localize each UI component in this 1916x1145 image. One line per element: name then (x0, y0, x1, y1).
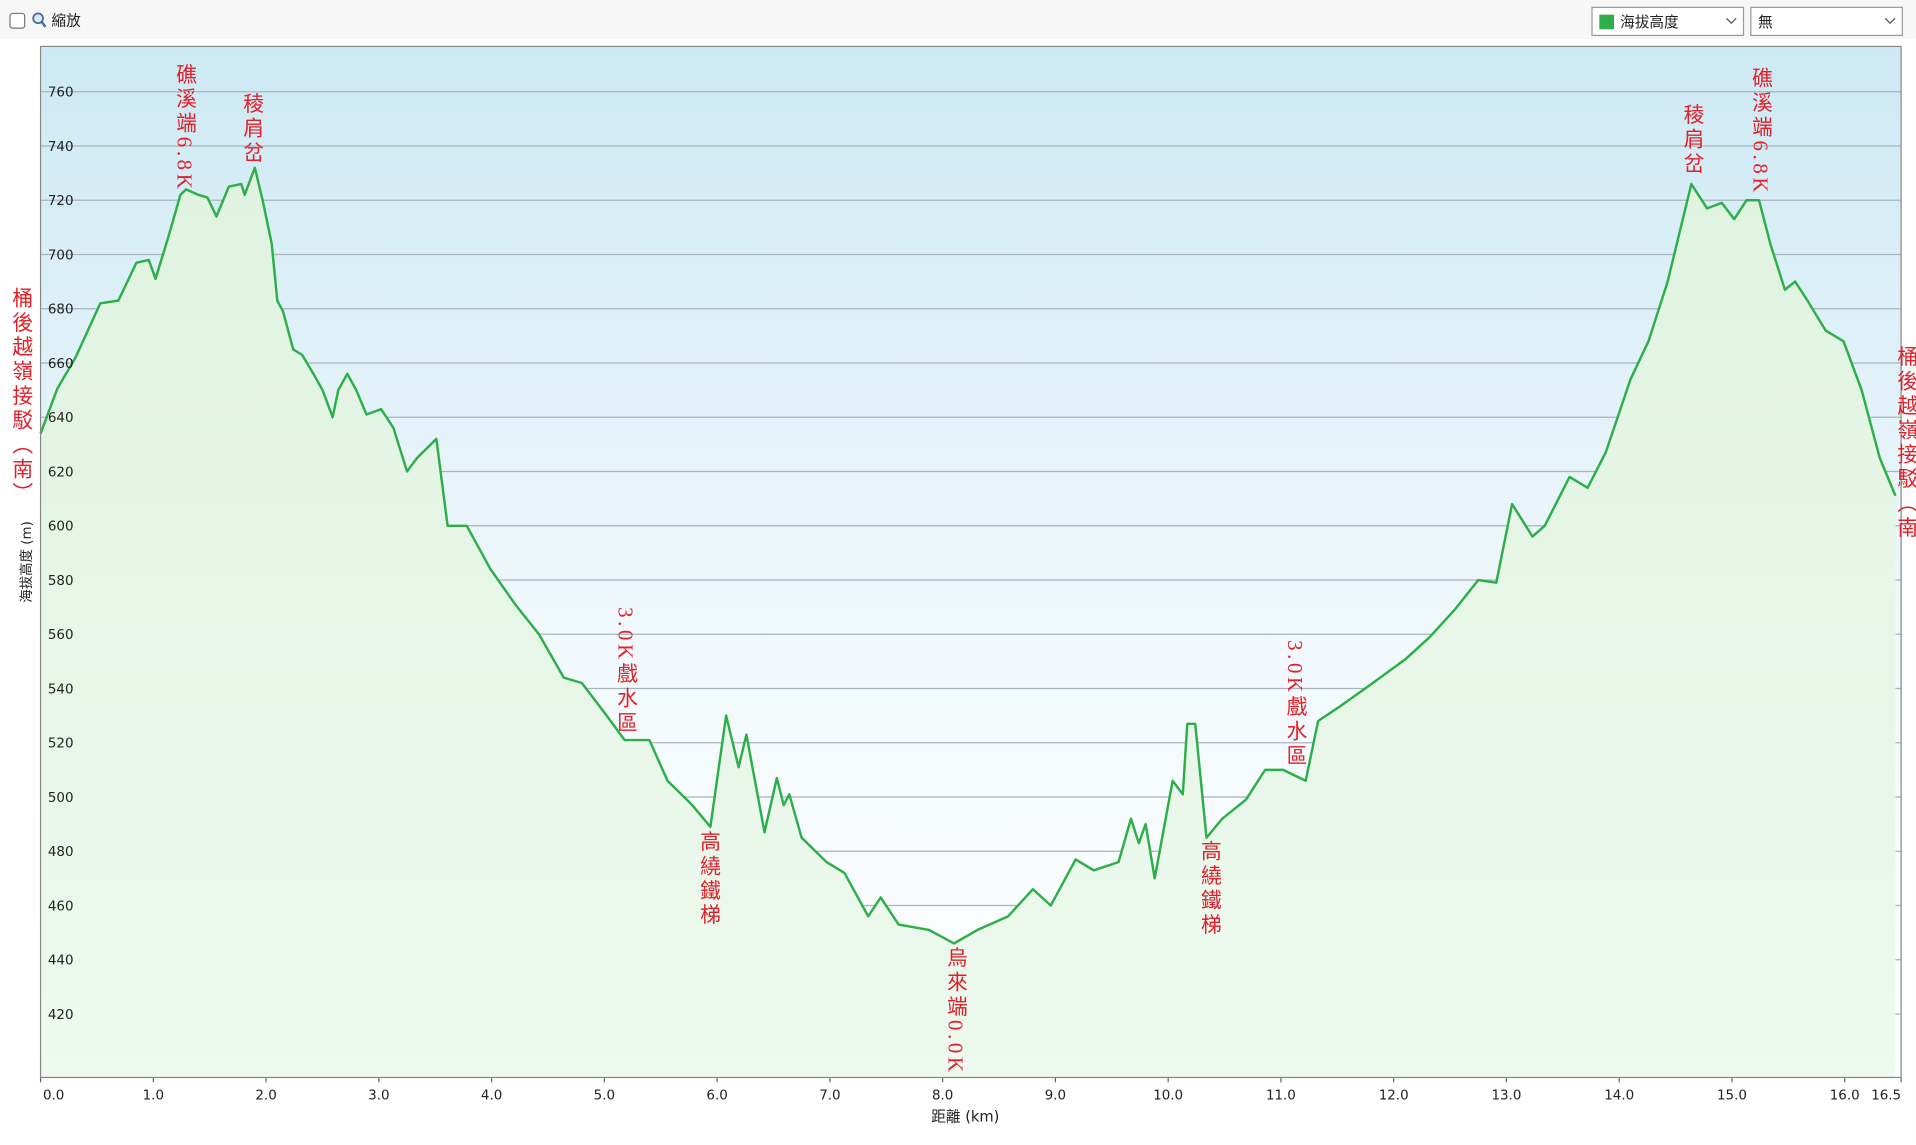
plot: 420 440 460 480 500 520 540 560 580 600 620 640 660 6… (39, 86, 1902, 1103)
compare-select-label: 無 (1758, 14, 1773, 31)
y-tick-label: 660 (48, 357, 74, 372)
x-tick-label: 9.0 (1045, 1088, 1066, 1103)
x-tick-label: 5.0 (594, 1088, 615, 1103)
y-tick-label: 600 (48, 520, 74, 535)
annotation: 桶後越嶺接駁（南） (9, 287, 33, 507)
x-tick-label: 15.0 (1717, 1088, 1747, 1103)
series-swatch (1599, 14, 1615, 30)
x-tick-label: 13.0 (1491, 1088, 1521, 1103)
y-tick-label: 720 (48, 194, 74, 209)
annotation: 礁溪端6.8K (1748, 67, 1772, 196)
y-tick-label: 540 (48, 682, 74, 697)
y-axis-label: 海拔高度 (m) (18, 521, 35, 603)
zoom-icon-handle (40, 21, 47, 28)
y-tick-label: 640 (48, 411, 74, 426)
line (39, 166, 1897, 945)
x-tick-label: 0.0 (43, 1088, 64, 1103)
y-tick-label: 420 (48, 1008, 74, 1023)
x-tick-label: 10.0 (1153, 1088, 1183, 1103)
plot-border (39, 45, 1902, 1079)
zoom-label: 縮放 (52, 13, 82, 30)
dropdown-arrow (1884, 17, 1896, 25)
x-tick-label: 11.0 (1266, 1088, 1296, 1103)
annotation: 稜肩岔 (1680, 104, 1704, 177)
x-tick-label: 6.0 (706, 1088, 727, 1103)
x-tick-label: 4.0 (481, 1088, 502, 1103)
y-tick-label: 440 (48, 954, 74, 969)
y-tick-label: 560 (48, 628, 74, 643)
x-tick-label: 7.0 (819, 1088, 840, 1103)
zoom-checkbox[interactable] (9, 12, 26, 29)
annotation: 礁溪端6.8K (172, 64, 196, 193)
annotation: 稜肩岔 (240, 93, 264, 166)
x-tick-label: 3.0 (368, 1088, 389, 1103)
annotation: 烏來端0.0K (943, 947, 967, 1076)
x-tick-label: 14.0 (1604, 1088, 1634, 1103)
x-tick-label: 8.0 (932, 1088, 953, 1103)
y-tick-label: 740 (48, 140, 74, 155)
zoom-icon (32, 12, 44, 25)
y-tick-label: 520 (48, 737, 74, 752)
y-tick-label: 480 (48, 845, 74, 860)
y-tick-label: 620 (48, 465, 74, 480)
x-tick-label: 12.0 (1379, 1088, 1409, 1103)
y-tick-label: 500 (48, 791, 74, 806)
compare-select[interactable] (1750, 6, 1903, 37)
x-axis-label: 距離 (km) (931, 1107, 999, 1125)
y-tick-label: 700 (48, 248, 74, 263)
dropdown-arrow (1725, 17, 1737, 25)
area (40, 167, 1896, 1078)
x-tick-label: 2.0 (255, 1088, 276, 1103)
y-tick-label: 760 (48, 86, 74, 101)
annotation: 高繞鐵梯 (697, 831, 721, 929)
annotation: 高繞鐵梯 (1197, 840, 1221, 938)
annotation: 3.0K戲水區 (613, 607, 637, 736)
x-tick-label: 1.0 (143, 1088, 164, 1103)
annotation: 桶後越嶺接駁（南 (1894, 346, 1916, 541)
x-tick-label: 16.5 (1871, 1088, 1901, 1103)
series-select[interactable] (1591, 6, 1745, 37)
y-tick-label: 460 (48, 899, 74, 914)
x-tick-label: 16.0 (1830, 1088, 1860, 1103)
y-tick-label: 580 (48, 574, 74, 589)
series-select-label: 海拔高度 (1620, 14, 1679, 31)
annotation: 3.0K戲水區 (1283, 640, 1307, 769)
y-tick-label: 680 (48, 303, 74, 318)
